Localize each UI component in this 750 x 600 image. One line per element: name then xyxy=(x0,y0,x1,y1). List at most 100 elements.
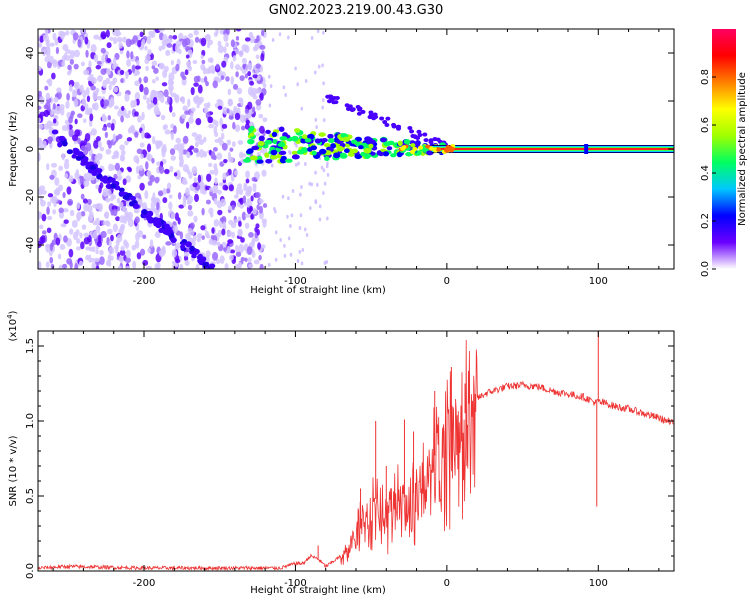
colorbar-tick-label: 0.0 xyxy=(700,261,711,277)
noise-speck xyxy=(40,234,46,244)
noise-speck xyxy=(122,205,127,213)
noise-speck xyxy=(171,112,176,118)
band-speck xyxy=(291,154,300,160)
noise-speck xyxy=(170,59,174,66)
noise-speck xyxy=(234,170,238,176)
noise-speck xyxy=(76,202,81,210)
noise-speck xyxy=(213,167,219,176)
band-speck xyxy=(270,154,279,160)
noise-speck xyxy=(208,238,214,245)
noise-speck xyxy=(193,29,199,36)
band-speck xyxy=(291,150,298,155)
noise-speck xyxy=(166,43,173,48)
noise-speck xyxy=(154,231,161,239)
noise-speck xyxy=(165,188,171,194)
noise-speck xyxy=(182,198,187,208)
noise-speck xyxy=(85,86,90,96)
noise-speck xyxy=(190,112,194,118)
noise-speck xyxy=(52,209,56,215)
noise-speck xyxy=(83,179,90,187)
noise-speck xyxy=(161,82,168,87)
branch-speck xyxy=(181,239,188,244)
noise-speck xyxy=(193,215,198,223)
noise-speck xyxy=(314,170,317,175)
y-tick-label: -20 xyxy=(25,189,36,205)
noise-speck xyxy=(188,116,194,124)
noise-speck xyxy=(114,105,119,110)
noise-speck xyxy=(242,63,247,69)
noise-speck xyxy=(190,86,195,96)
noise-speck xyxy=(52,59,58,68)
noise-speck xyxy=(38,123,43,130)
noise-speck xyxy=(63,235,68,243)
noise-speck xyxy=(133,155,140,163)
noise-speck xyxy=(227,239,234,244)
noise-speck xyxy=(41,213,47,222)
noise-speck xyxy=(50,263,55,269)
noise-speck xyxy=(238,50,244,58)
band-speck xyxy=(403,138,411,145)
noise-speck xyxy=(155,110,161,115)
noise-speck xyxy=(238,188,244,196)
noise-speck xyxy=(322,81,325,86)
branch-speck xyxy=(422,132,428,137)
noise-speck xyxy=(184,259,190,266)
y-tick-label: 0.0 xyxy=(25,563,36,579)
noise-speck xyxy=(68,175,74,183)
noise-speck xyxy=(116,170,122,176)
y-tick-label: 1.5 xyxy=(25,338,36,354)
band-speck xyxy=(410,143,416,148)
noise-speck xyxy=(125,175,132,183)
noise-speck xyxy=(116,197,121,204)
band-speck xyxy=(436,147,442,152)
band-speck xyxy=(264,152,270,158)
noise-speck xyxy=(121,105,125,111)
noise-speck xyxy=(93,257,100,263)
noise-speck xyxy=(169,165,174,173)
noise-speck xyxy=(46,43,50,52)
noise-speck xyxy=(145,161,149,170)
noise-speck xyxy=(58,207,64,214)
colorbar-gradient xyxy=(712,29,736,269)
noise-speck xyxy=(188,33,194,39)
band-speck xyxy=(258,135,265,142)
noise-speck xyxy=(136,148,143,155)
noise-speck xyxy=(187,204,193,211)
noise-speck xyxy=(76,238,81,244)
noise-speck xyxy=(260,53,265,62)
noise-speck xyxy=(81,97,86,107)
noise-speck xyxy=(164,168,170,175)
noise-speck xyxy=(80,105,85,112)
noise-speck xyxy=(61,153,65,161)
noise-speck xyxy=(151,157,155,164)
noise-speck xyxy=(299,192,302,197)
noise-speck xyxy=(259,263,264,269)
band-speck xyxy=(368,143,374,149)
noise-speck xyxy=(237,140,244,145)
noise-speck xyxy=(230,76,235,85)
branch-speck xyxy=(357,106,363,111)
noise-speck xyxy=(38,65,42,72)
noise-speck xyxy=(326,216,329,221)
noise-speck xyxy=(83,236,90,245)
noise-speck xyxy=(248,121,255,127)
noise-speck xyxy=(82,198,88,204)
noise-speck xyxy=(228,254,234,261)
branch-speck xyxy=(147,219,154,224)
noise-speck xyxy=(97,140,102,148)
noise-speck xyxy=(258,198,264,204)
noise-speck xyxy=(200,37,207,47)
noise-speck xyxy=(225,42,229,47)
noise-speck xyxy=(175,242,182,249)
noise-speck xyxy=(146,97,150,105)
noise-speck xyxy=(189,230,195,236)
noise-speck xyxy=(149,103,155,108)
band-speck xyxy=(342,136,350,142)
noise-speck xyxy=(47,215,53,221)
noise-speck xyxy=(227,88,232,96)
noise-speck xyxy=(321,98,325,103)
noise-speck xyxy=(248,263,254,269)
noise-speck xyxy=(253,259,260,265)
noise-speck xyxy=(67,198,74,206)
noise-speck xyxy=(185,46,192,51)
